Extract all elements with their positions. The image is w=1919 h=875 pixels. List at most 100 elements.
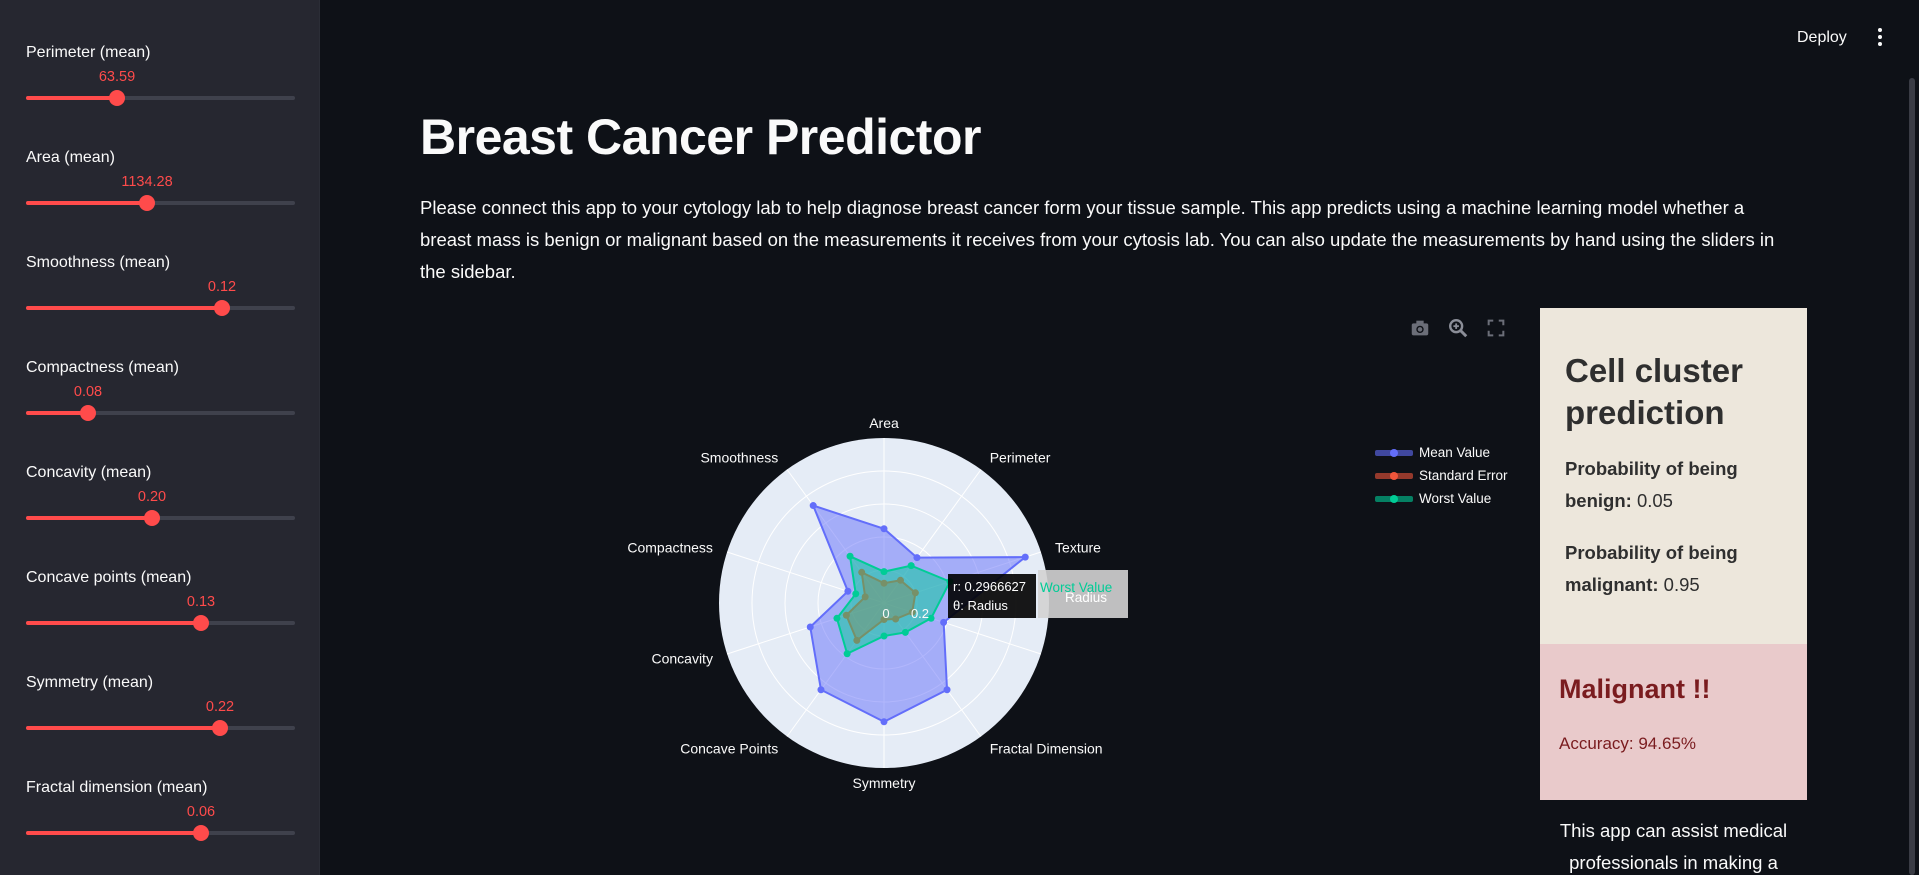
slider-thumb[interactable]	[139, 195, 155, 211]
slider-value: 0.08	[73, 384, 103, 400]
slider-thumb[interactable]	[144, 510, 160, 526]
series-point	[880, 568, 888, 576]
legend-item[interactable]: Mean Value	[1375, 441, 1508, 464]
benign-label: Probability of being benign:	[1565, 458, 1738, 511]
radial-tick-label: 0	[882, 606, 889, 621]
series-point	[913, 554, 921, 562]
legend-swatch	[1375, 493, 1413, 505]
series-point	[852, 590, 860, 598]
series-point	[806, 623, 814, 631]
slider-label: Perimeter (mean)	[26, 44, 151, 61]
assist-text: This app can assist medical professional…	[1559, 820, 1788, 873]
angular-axis-label: Texture	[1055, 539, 1101, 555]
angular-axis-label: Concavity	[651, 651, 712, 667]
camera-icon[interactable]	[1409, 317, 1431, 339]
radar-chart: Texture Perimeter Area Smoothness Compactnes…	[627, 415, 1128, 791]
series-point	[844, 587, 852, 595]
tooltip-axis-label: Radius	[1065, 590, 1107, 605]
kebab-menu-icon[interactable]	[1874, 28, 1886, 48]
slider-label: Concave points (mean)	[26, 569, 192, 586]
slider-7: Fractal dimension (mean) 0.06	[26, 779, 295, 875]
result-accuracy: Accuracy: 94.65%	[1559, 734, 1697, 753]
slider-3: Compactness (mean) 0.08	[26, 359, 295, 459]
slider-5: Concave points (mean) 0.13	[26, 569, 295, 669]
slider-label: Area (mean)	[26, 149, 115, 166]
slider-0: Perimeter (mean) 63.59	[26, 44, 295, 144]
slider-fill	[26, 96, 117, 100]
tooltip-box	[948, 574, 1036, 618]
series-point	[940, 618, 948, 626]
slider-value: 1134.28	[121, 174, 173, 190]
slider-track[interactable]	[26, 90, 295, 106]
slider-value: 63.59	[98, 69, 136, 85]
angular-axis-label: Perimeter	[990, 449, 1051, 465]
page-title: Breast Cancer Predictor	[420, 109, 981, 165]
radial-tick-label: 0.2	[911, 606, 929, 621]
slider-label: Compactness (mean)	[26, 359, 179, 376]
slider-fill	[26, 411, 88, 415]
legend-swatch	[1375, 447, 1413, 459]
series-point	[927, 614, 935, 622]
malignant-probability: Probability of being malignant: 0.95	[1565, 537, 1795, 601]
slider-track[interactable]	[26, 405, 295, 421]
slider-track[interactable]	[26, 825, 295, 841]
chart-modebar	[1409, 317, 1507, 339]
slider-label: Concavity (mean)	[26, 464, 152, 481]
slider-fill	[26, 516, 152, 520]
tooltip-series-name: Worst Value	[1040, 580, 1112, 595]
series-point	[1021, 553, 1029, 561]
series-point	[809, 502, 817, 510]
zoom-icon[interactable]	[1447, 317, 1469, 339]
series-point	[846, 552, 854, 560]
malignant-value: 0.95	[1663, 574, 1700, 595]
slider-value: 0.20	[137, 489, 167, 505]
slider-fill	[26, 726, 220, 730]
slider-label: Symmetry (mean)	[26, 674, 154, 691]
slider-fill	[26, 831, 201, 835]
tooltip-theta-value: θ: Radius	[953, 598, 1008, 613]
prediction-title: Cell cluster prediction	[1565, 352, 1743, 431]
slider-thumb[interactable]	[214, 300, 230, 316]
slider-6: Symmetry (mean) 0.22	[26, 674, 295, 774]
slider-thumb[interactable]	[193, 825, 209, 841]
slider-track[interactable]	[26, 195, 295, 211]
angular-axis-label: Smoothness	[700, 449, 778, 465]
slider-value: 0.13	[186, 594, 216, 610]
result-card: Malignant !! Accuracy: 94.65%	[1540, 644, 1807, 800]
slider-value: 0.22	[205, 699, 235, 715]
angular-axis-label: Compactness	[627, 539, 713, 555]
slider-fill	[26, 306, 222, 310]
benign-value: 0.05	[1636, 490, 1673, 511]
series-point	[880, 718, 888, 726]
slider-track[interactable]	[26, 720, 295, 736]
slider-thumb[interactable]	[109, 90, 125, 106]
tooltip-r-value: r: 0.2966627	[953, 579, 1026, 594]
slider-1: Area (mean) 1134.28	[26, 149, 295, 249]
series-point	[907, 562, 915, 570]
series-point	[817, 686, 825, 694]
slider-fill	[26, 201, 147, 205]
legend-label: Worst Value	[1419, 491, 1492, 506]
slider-fill	[26, 621, 201, 625]
autoscale-icon[interactable]	[1485, 317, 1507, 339]
legend-item[interactable]: Worst Value	[1375, 487, 1508, 510]
series-point	[880, 632, 888, 640]
series-point	[843, 650, 851, 658]
slider-thumb[interactable]	[212, 720, 228, 736]
sidebar: Perimeter (mean) 63.59 Area (mean) 1134.28 S…	[0, 0, 320, 875]
slider-label: Fractal dimension (mean)	[26, 779, 208, 796]
slider-track[interactable]	[26, 615, 295, 631]
main-scrollbar[interactable]	[1909, 78, 1915, 875]
slider-thumb[interactable]	[80, 405, 96, 421]
legend-swatch	[1375, 470, 1413, 482]
angular-axis-label: Symmetry	[853, 775, 916, 791]
prediction-card: Cell cluster prediction Probability of b…	[1540, 308, 1807, 644]
benign-probability: Probability of being benign: 0.05	[1565, 453, 1795, 517]
angular-axis-label: Area	[869, 415, 899, 431]
slider-track[interactable]	[26, 510, 295, 526]
slider-thumb[interactable]	[193, 615, 209, 631]
deploy-button[interactable]: Deploy	[1797, 29, 1847, 46]
slider-track[interactable]	[26, 300, 295, 316]
legend-item[interactable]: Standard Error	[1375, 464, 1508, 487]
series-point	[901, 628, 909, 636]
